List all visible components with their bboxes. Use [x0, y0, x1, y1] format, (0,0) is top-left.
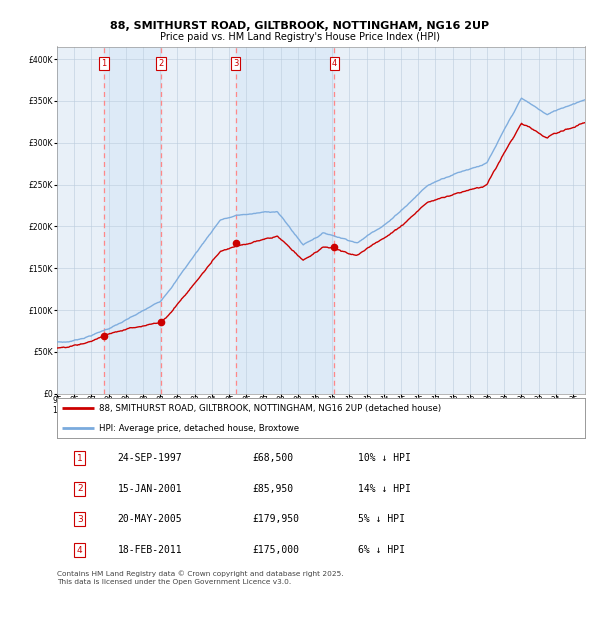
- Text: 2: 2: [77, 484, 83, 494]
- Text: 5% ↓ HPI: 5% ↓ HPI: [358, 515, 405, 525]
- Text: 88, SMITHURST ROAD, GILTBROOK, NOTTINGHAM, NG16 2UP (detached house): 88, SMITHURST ROAD, GILTBROOK, NOTTINGHA…: [99, 404, 442, 413]
- Text: 3: 3: [77, 515, 83, 524]
- Text: 1: 1: [101, 59, 107, 68]
- Text: £68,500: £68,500: [253, 453, 293, 463]
- Text: 18-FEB-2011: 18-FEB-2011: [118, 545, 182, 555]
- Text: 24-SEP-1997: 24-SEP-1997: [118, 453, 182, 463]
- Text: £175,000: £175,000: [253, 545, 299, 555]
- Text: HPI: Average price, detached house, Broxtowe: HPI: Average price, detached house, Brox…: [99, 423, 299, 433]
- Text: 20-MAY-2005: 20-MAY-2005: [118, 515, 182, 525]
- Text: 3: 3: [233, 59, 238, 68]
- Text: £85,950: £85,950: [253, 484, 293, 494]
- Bar: [104, 46, 161, 394]
- Text: £179,950: £179,950: [253, 515, 299, 525]
- Text: 2: 2: [158, 59, 164, 68]
- Bar: [236, 46, 334, 394]
- Text: 15-JAN-2001: 15-JAN-2001: [118, 484, 182, 494]
- Text: 1: 1: [77, 453, 83, 463]
- Text: 88, SMITHURST ROAD, GILTBROOK, NOTTINGHAM, NG16 2UP: 88, SMITHURST ROAD, GILTBROOK, NOTTINGHA…: [110, 21, 490, 31]
- Text: Contains HM Land Registry data © Crown copyright and database right 2025.
This d: Contains HM Land Registry data © Crown c…: [57, 570, 344, 585]
- Text: 4: 4: [332, 59, 337, 68]
- Text: 10% ↓ HPI: 10% ↓ HPI: [358, 453, 411, 463]
- Text: 4: 4: [77, 546, 83, 555]
- Text: 14% ↓ HPI: 14% ↓ HPI: [358, 484, 411, 494]
- Text: 6% ↓ HPI: 6% ↓ HPI: [358, 545, 405, 555]
- Text: Price paid vs. HM Land Registry's House Price Index (HPI): Price paid vs. HM Land Registry's House …: [160, 32, 440, 42]
